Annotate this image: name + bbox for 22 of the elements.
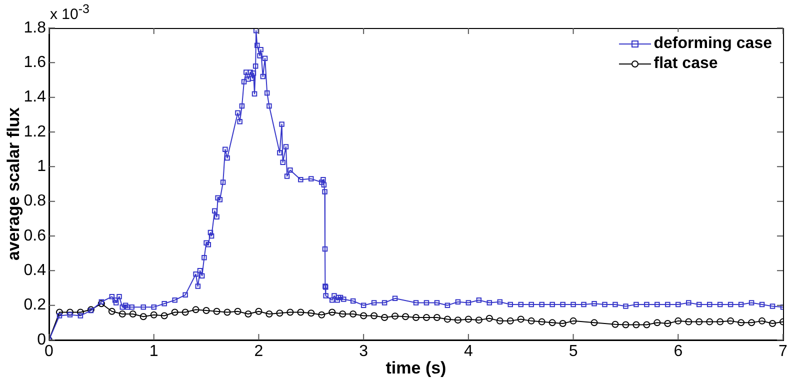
y-tick-label: 0.8 [24, 192, 46, 210]
x-tick-label: 3 [359, 343, 368, 360]
y-tick-label: 0.6 [24, 227, 46, 244]
x-tick-label: 2 [254, 343, 264, 360]
y-tick-label: 0 [37, 331, 46, 348]
y-axis-title: average scalar flux [4, 106, 23, 261]
x-tick-label: 4 [464, 343, 473, 360]
y-tick-label: 1 [37, 158, 46, 176]
x-axis-title: time (s) [386, 358, 446, 378]
x-tick-label: 7 [778, 343, 788, 360]
y-tick-label: 0.2 [24, 296, 46, 314]
y-tick-label: 0.4 [24, 262, 46, 280]
legend-label: deforming case [654, 35, 772, 53]
text: x 10$^{-3}$ [50, 2, 90, 23]
y-tick-label: 1.4 [24, 88, 46, 106]
x-tick-label: 6 [674, 343, 683, 360]
legend-label: flat case [654, 55, 718, 73]
x-tick-label: 1 [149, 343, 158, 360]
y-tick-label: 1.2 [24, 123, 46, 140]
y-tick-label: 1.6 [24, 54, 46, 72]
y-tick-label: 1.8 [24, 19, 46, 36]
x-tick-label: 5 [568, 343, 578, 360]
